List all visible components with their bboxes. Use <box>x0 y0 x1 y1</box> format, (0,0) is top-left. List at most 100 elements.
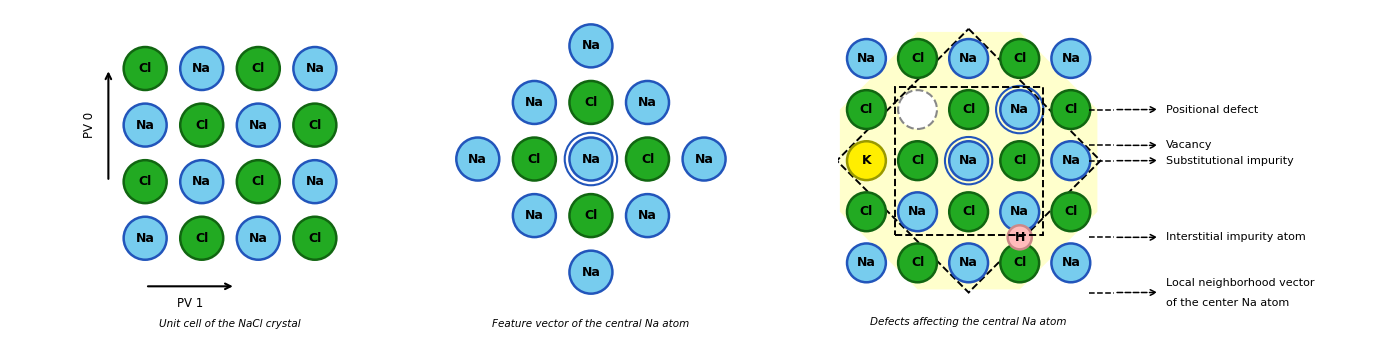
Circle shape <box>898 192 937 231</box>
Polygon shape <box>839 32 1097 289</box>
Circle shape <box>1001 141 1039 180</box>
Text: Cl: Cl <box>308 232 322 245</box>
Circle shape <box>569 138 612 181</box>
Text: Unit cell of the NaCl crystal: Unit cell of the NaCl crystal <box>159 319 301 329</box>
Text: Na: Na <box>250 119 268 132</box>
Circle shape <box>1051 244 1090 282</box>
Text: Cl: Cl <box>1013 52 1026 65</box>
Text: Na: Na <box>1011 205 1029 218</box>
Circle shape <box>569 194 612 237</box>
Circle shape <box>180 217 223 260</box>
Text: Cl: Cl <box>910 154 924 167</box>
Text: of the center Na atom: of the center Na atom <box>1167 298 1289 308</box>
Circle shape <box>237 217 280 260</box>
Text: Cl: Cl <box>860 205 873 218</box>
Bar <box>895 87 1043 235</box>
Circle shape <box>569 251 612 294</box>
Text: Na: Na <box>135 119 155 132</box>
Circle shape <box>898 90 937 129</box>
Text: K: K <box>861 154 871 167</box>
Circle shape <box>848 90 885 129</box>
Text: Cl: Cl <box>528 152 541 165</box>
Text: Na: Na <box>959 256 979 269</box>
Circle shape <box>124 47 167 90</box>
Circle shape <box>848 244 885 282</box>
Circle shape <box>1001 244 1039 282</box>
Circle shape <box>898 39 937 78</box>
Circle shape <box>456 138 499 181</box>
Text: Na: Na <box>135 232 155 245</box>
Text: Cl: Cl <box>195 119 208 132</box>
Circle shape <box>1001 192 1039 231</box>
Circle shape <box>569 81 612 124</box>
Text: Na: Na <box>192 62 210 75</box>
Text: Na: Na <box>959 52 979 65</box>
Text: PV 0: PV 0 <box>84 112 96 138</box>
Text: Cl: Cl <box>962 103 976 116</box>
Text: Na: Na <box>1011 103 1029 116</box>
Circle shape <box>1051 192 1090 231</box>
Circle shape <box>513 81 556 124</box>
Circle shape <box>124 160 167 203</box>
Circle shape <box>1051 39 1090 78</box>
Text: Na: Na <box>581 152 601 165</box>
Circle shape <box>626 81 669 124</box>
Circle shape <box>949 192 988 231</box>
Circle shape <box>898 141 937 180</box>
Text: Na: Na <box>305 175 325 188</box>
Circle shape <box>180 103 223 146</box>
Text: Na: Na <box>581 39 601 52</box>
Circle shape <box>626 138 669 181</box>
Text: Cl: Cl <box>252 62 265 75</box>
Text: Interstitial impurity atom: Interstitial impurity atom <box>1167 232 1306 242</box>
Circle shape <box>293 47 336 90</box>
Circle shape <box>293 217 336 260</box>
Circle shape <box>1051 141 1090 180</box>
Circle shape <box>848 192 885 231</box>
Circle shape <box>237 47 280 90</box>
Text: Cl: Cl <box>1064 205 1078 218</box>
Text: Na: Na <box>638 96 657 109</box>
Circle shape <box>513 194 556 237</box>
Text: Na: Na <box>1061 256 1080 269</box>
Text: Cl: Cl <box>584 96 598 109</box>
Text: Na: Na <box>526 209 544 222</box>
Text: Cl: Cl <box>584 209 598 222</box>
Circle shape <box>949 90 988 129</box>
Circle shape <box>237 160 280 203</box>
Circle shape <box>124 217 167 260</box>
Text: Feature vector of the central Na atom: Feature vector of the central Na atom <box>492 319 690 329</box>
Text: Local neighborhood vector: Local neighborhood vector <box>1167 278 1315 288</box>
Circle shape <box>1001 90 1039 129</box>
Text: Na: Na <box>694 152 714 165</box>
Text: Vacancy: Vacancy <box>1167 140 1213 150</box>
Text: Na: Na <box>250 232 268 245</box>
Text: Cl: Cl <box>195 232 208 245</box>
Circle shape <box>848 39 885 78</box>
Circle shape <box>949 244 988 282</box>
Circle shape <box>949 39 988 78</box>
Circle shape <box>898 244 937 282</box>
Text: Cl: Cl <box>308 119 322 132</box>
Text: Positional defect: Positional defect <box>1167 105 1259 114</box>
Circle shape <box>513 138 556 181</box>
Text: Na: Na <box>192 175 210 188</box>
Text: Na: Na <box>468 152 488 165</box>
Circle shape <box>1008 225 1032 249</box>
Text: Na: Na <box>526 96 544 109</box>
Circle shape <box>124 103 167 146</box>
Text: Cl: Cl <box>860 103 873 116</box>
Circle shape <box>683 138 725 181</box>
Text: Substitutional impurity: Substitutional impurity <box>1167 156 1294 166</box>
Text: PV 1: PV 1 <box>177 297 204 310</box>
Text: Na: Na <box>1061 52 1080 65</box>
Text: Na: Na <box>907 205 927 218</box>
Text: Na: Na <box>857 52 875 65</box>
Text: Na: Na <box>638 209 657 222</box>
Text: Na: Na <box>1061 154 1080 167</box>
Text: Cl: Cl <box>910 52 924 65</box>
Circle shape <box>293 160 336 203</box>
Text: Cl: Cl <box>1064 103 1078 116</box>
Circle shape <box>1001 39 1039 78</box>
Text: Na: Na <box>305 62 325 75</box>
